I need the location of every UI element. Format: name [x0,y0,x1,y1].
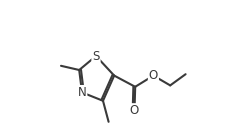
Text: S: S [92,50,100,62]
Text: O: O [149,69,158,82]
Text: O: O [130,104,139,117]
Text: N: N [78,86,86,99]
